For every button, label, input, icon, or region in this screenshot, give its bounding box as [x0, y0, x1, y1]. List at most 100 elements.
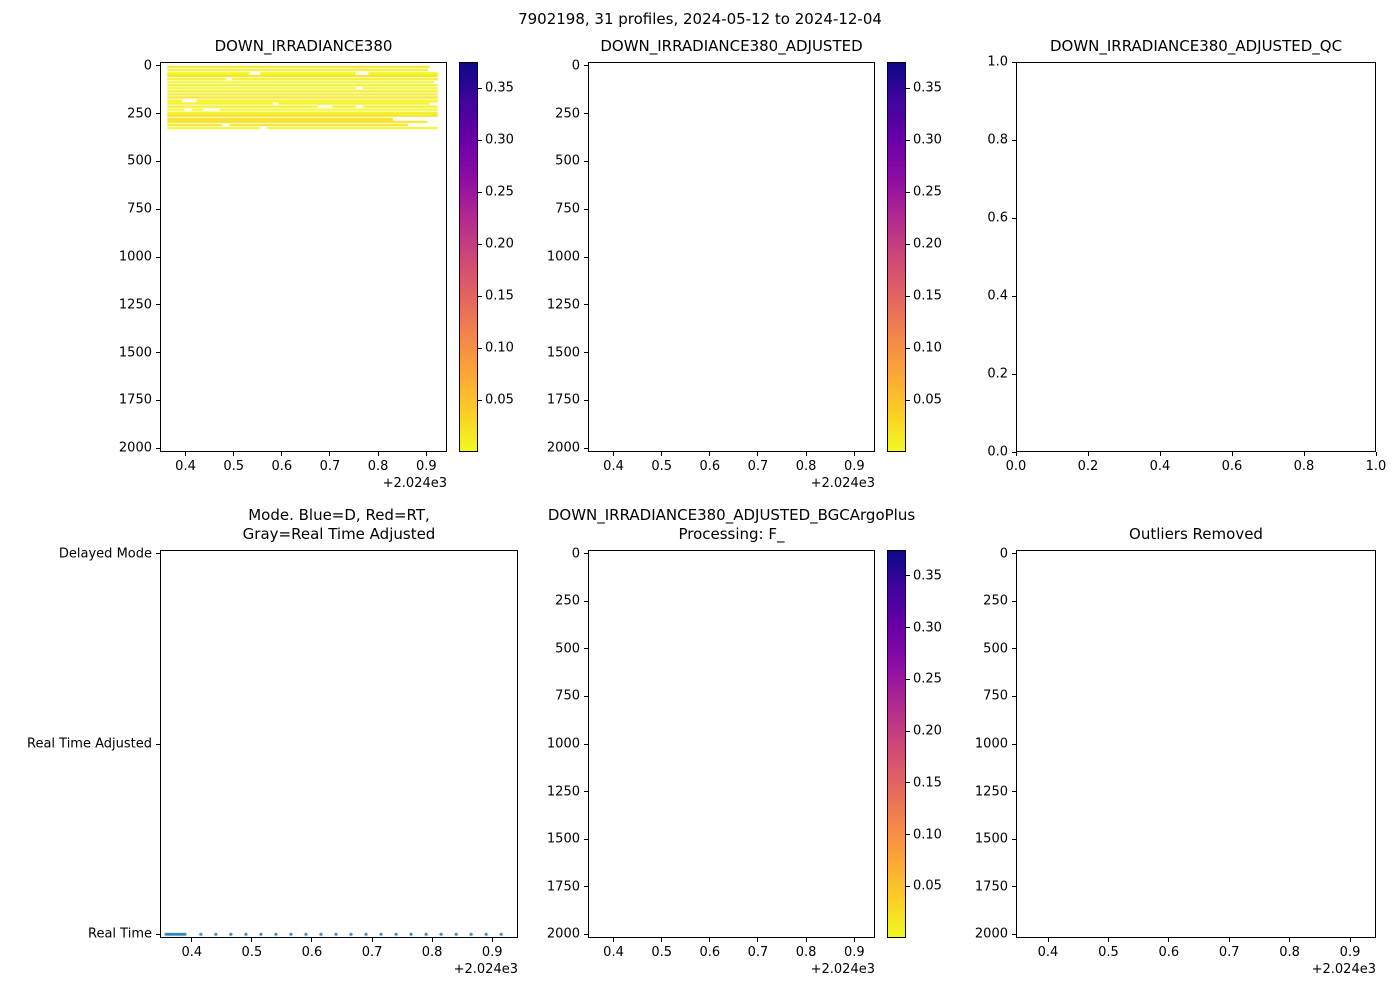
y-tick-label: 2000 [974, 926, 1008, 942]
colorbar-tick-label: 0.10 [485, 340, 514, 356]
y-tick-label: 500 [983, 641, 1008, 657]
y-tick-label: 1250 [546, 297, 580, 313]
colorbar-tick [906, 191, 910, 193]
colorbar-tick [906, 139, 910, 141]
y-tick-label: 1.0 [987, 54, 1008, 70]
subplot-axes-p5 [588, 550, 875, 938]
x-tick-label: 0.7 [361, 945, 383, 960]
y-tick-label: 500 [555, 153, 580, 169]
y-tick-label: 1500 [974, 831, 1008, 847]
x-tick-label: 0.8 [795, 945, 817, 960]
colorbar-tick [906, 399, 910, 401]
colorbar-tick-label: 0.30 [913, 620, 942, 636]
y-tick-label: 0 [571, 58, 580, 74]
colorbar-tick-label: 0.10 [913, 827, 942, 843]
y-tick [156, 447, 160, 449]
x-tick [1303, 452, 1305, 456]
y-tick [584, 933, 588, 935]
y-tick-label: 1750 [546, 392, 580, 408]
y-tick [584, 743, 588, 745]
colorbar-tick-label: 0.20 [485, 236, 514, 252]
x-tick [281, 452, 283, 456]
x-tick [805, 938, 807, 942]
y-tick [1012, 886, 1016, 888]
y-tick-label: 750 [555, 201, 580, 217]
y-tick-label: 0.2 [987, 366, 1008, 382]
y-tick [584, 113, 588, 115]
y-tick [584, 695, 588, 697]
y-tick [584, 399, 588, 401]
y-tick-label: 1750 [546, 879, 580, 895]
colorbar-tick [478, 295, 482, 297]
x-tick-label: 0.8 [1293, 459, 1315, 474]
colorbar-tick [906, 782, 910, 784]
colorbar-p5 [887, 550, 906, 938]
x-tick [1349, 938, 1351, 942]
colorbar-tick [478, 191, 482, 193]
x-axis-offset-label: +2.024e3 [1311, 962, 1376, 977]
x-tick [1231, 452, 1233, 456]
x-tick [853, 938, 855, 942]
x-tick-label: 0.4 [1037, 945, 1059, 960]
y-tick [156, 256, 160, 258]
y-tick [1012, 295, 1016, 297]
colorbar-tick [478, 243, 482, 245]
x-tick-label: 0.5 [651, 459, 673, 474]
x-tick [431, 938, 433, 942]
x-tick-label: 0.6 [1158, 945, 1180, 960]
x-tick [1228, 938, 1230, 942]
y-tick [156, 65, 160, 67]
x-tick [233, 452, 235, 456]
colorbar-tick-label: 0.15 [913, 775, 942, 791]
y-tick-label: 0 [999, 546, 1008, 562]
y-tick-label: 2000 [546, 440, 580, 456]
y-tick-label: 1750 [974, 879, 1008, 895]
y-tick-label: 1500 [546, 831, 580, 847]
subplot-axes-p2 [588, 62, 875, 452]
y-tick [1012, 217, 1016, 219]
colorbar-tick [906, 678, 910, 680]
colorbar-tick [906, 87, 910, 89]
y-tick-label: 0.0 [987, 444, 1008, 460]
x-tick [709, 938, 711, 942]
subplot-title-p6: Outliers Removed [1129, 525, 1263, 543]
x-tick-label: 0.4 [603, 945, 624, 960]
subplot-title-p2: DOWN_IRRADIANCE380_ADJUSTED [600, 37, 863, 55]
y-tick-label: 1500 [118, 345, 152, 361]
y-tick [1012, 600, 1016, 602]
y-tick [1012, 743, 1016, 745]
colorbar-tick [906, 834, 910, 836]
x-tick-label: 0.5 [1098, 945, 1119, 960]
y-tick [156, 304, 160, 306]
y-tick [584, 791, 588, 793]
y-tick [1012, 553, 1016, 555]
y-tick [584, 65, 588, 67]
x-tick-label: 0.7 [747, 459, 769, 474]
x-tick [1107, 938, 1109, 942]
x-tick-label: 0.8 [795, 459, 817, 474]
x-tick [1047, 938, 1049, 942]
x-tick [491, 938, 493, 942]
x-tick-label: 0.5 [241, 945, 263, 960]
y-tick-label: 250 [127, 106, 152, 122]
colorbar-tick [906, 295, 910, 297]
y-tick [1012, 933, 1016, 935]
colorbar-tick [906, 885, 910, 887]
y-tick [156, 160, 160, 162]
y-tick-label: 0 [143, 58, 152, 74]
y-tick [584, 304, 588, 306]
x-tick-label: 0.9 [843, 459, 865, 474]
colorbar-tick [906, 347, 910, 349]
x-tick [1375, 452, 1377, 456]
y-tick-label: 500 [555, 641, 580, 657]
y-tick [156, 399, 160, 401]
x-tick [661, 938, 663, 942]
y-tick-label: 2000 [546, 926, 580, 942]
colorbar-tick [906, 243, 910, 245]
y-tick-label: 1250 [118, 297, 152, 313]
y-tick-label: 1000 [546, 736, 580, 752]
x-tick [805, 452, 807, 456]
x-tick-label: 1.0 [1365, 459, 1387, 474]
subplot-axes-p3 [1016, 62, 1376, 452]
